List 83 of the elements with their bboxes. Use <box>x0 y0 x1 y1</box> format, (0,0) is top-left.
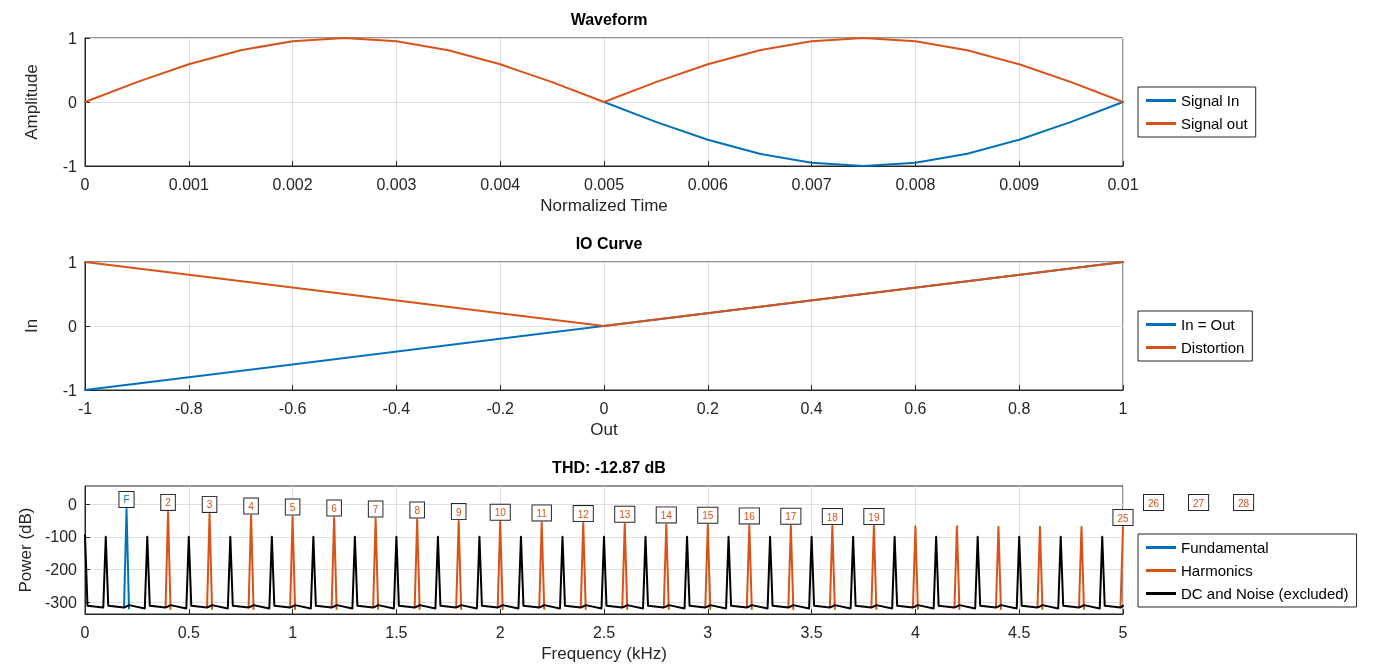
legend-label: Signal In <box>1181 92 1240 109</box>
annotation: F <box>123 494 130 506</box>
x-tick-label: 4 <box>910 623 920 641</box>
y-tick-label: 1 <box>68 253 78 271</box>
line-series <box>84 534 1124 610</box>
y-tick-label: -300 <box>44 594 78 612</box>
x-tick-label: 0.8 <box>1008 399 1031 417</box>
y-axis-title: In <box>22 318 41 334</box>
x-tick-label: -0.4 <box>382 399 411 417</box>
x-tick-label: -0.2 <box>486 399 515 417</box>
annotation: 4 <box>248 501 255 513</box>
y-axis-title: Amplitude <box>22 64 41 140</box>
x-tick-label: 1.5 <box>385 623 408 641</box>
y-tick-label: 1 <box>68 29 78 47</box>
annotation: 16 <box>743 510 756 522</box>
x-tick-label: 0.001 <box>168 175 209 193</box>
x-axis-title: Out <box>590 419 618 439</box>
x-tick-label: 3.5 <box>800 623 823 641</box>
x-tick-label: 4.5 <box>1008 623 1031 641</box>
annotation: 15 <box>702 510 714 522</box>
x-tick-label: 3 <box>703 623 713 641</box>
annotation: 11 <box>536 507 548 519</box>
annotation: 5 <box>289 502 296 514</box>
chart-title: IO Curve <box>575 234 643 252</box>
x-tick-label: 0.004 <box>480 175 521 193</box>
x-tick-label: 0.5 <box>177 623 201 641</box>
x-tick-label: 0 <box>80 623 90 641</box>
x-tick-label: 0 <box>599 399 609 417</box>
y-tick-label: 0 <box>68 317 78 335</box>
chart-title: THD: -12.87 dB <box>552 458 666 476</box>
x-tick-label: 5 <box>1118 623 1128 641</box>
annotation: 19 <box>868 511 880 523</box>
y-tick-label: -100 <box>44 528 78 546</box>
y-tick-label: -1 <box>62 157 78 175</box>
y-tick-label: 0 <box>68 495 78 513</box>
x-tick-label: 0.008 <box>895 175 936 193</box>
annotation: 9 <box>455 506 462 518</box>
line-series <box>603 101 1124 167</box>
x-tick-label: 0.005 <box>583 175 625 193</box>
x-tick-label: 1 <box>1118 399 1128 417</box>
annotation: 2 <box>165 497 172 509</box>
y-tick-label: -200 <box>44 561 78 579</box>
x-tick-label: 0.01 <box>1107 175 1139 193</box>
legend-label: In = Out <box>1181 316 1236 333</box>
text: 28 <box>1238 497 1250 509</box>
y-tick-label: 0 <box>68 93 78 111</box>
annotation: 14 <box>660 509 673 521</box>
x-tick-label: 0.006 <box>687 175 728 193</box>
legend-label: Fundamental <box>1181 539 1269 556</box>
chart-title: Waveform <box>570 10 648 28</box>
x-tick-label: 0.002 <box>272 175 313 193</box>
annotation: 10 <box>494 507 507 519</box>
x-axis-title: Frequency (kHz) <box>541 643 667 663</box>
x-tick-label: 0.007 <box>791 175 832 193</box>
legend-label: DC and Noise (excluded) <box>1181 585 1349 602</box>
text: 27 <box>1193 497 1205 509</box>
annotation: 8 <box>414 504 421 516</box>
x-tick-label: 2.5 <box>592 623 616 641</box>
x-tick-label: -0.6 <box>278 399 307 417</box>
annotation: 25 <box>1117 512 1129 524</box>
x-tick-label: 0.2 <box>696 399 720 417</box>
x-tick-label: 0.003 <box>376 175 417 193</box>
legend-label: Signal out <box>1181 115 1249 132</box>
annotation: 6 <box>331 503 338 515</box>
x-tick-label: 0.009 <box>999 175 1040 193</box>
x-tick-label: 1 <box>288 623 298 641</box>
y-axis-title: Power (dB) <box>16 507 36 593</box>
annotation: 7 <box>372 503 379 515</box>
annotation: 18 <box>826 511 839 523</box>
legend-label: Harmonics <box>1181 562 1253 579</box>
x-tick-label: 0.4 <box>800 399 823 417</box>
x-tick-label: 2 <box>495 623 505 641</box>
x-tick-label: 0.6 <box>904 399 927 417</box>
annotation: 3 <box>206 499 213 511</box>
y-tick-label: -1 <box>62 381 78 399</box>
annotation: 13 <box>619 509 631 521</box>
x-tick-label: 0 <box>80 175 90 193</box>
x-axis-title: Normalized Time <box>540 195 668 215</box>
annotation: 17 <box>785 511 797 523</box>
text: 26 <box>1148 497 1160 509</box>
legend-label: Distortion <box>1181 339 1245 356</box>
x-tick-label: -0.8 <box>175 399 203 417</box>
annotation: 12 <box>577 508 590 520</box>
